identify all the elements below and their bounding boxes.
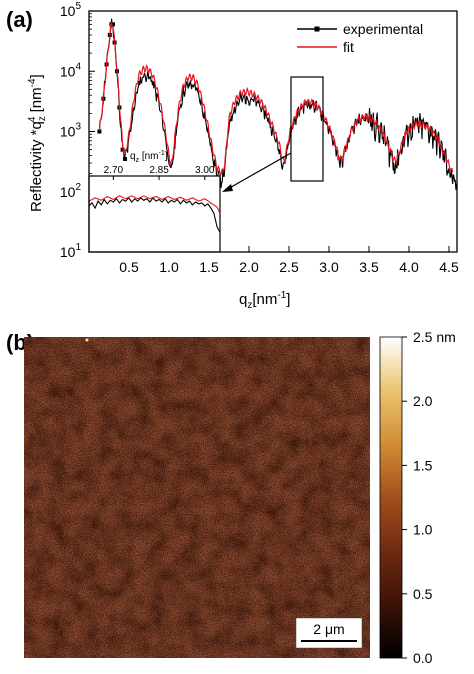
- inset-series-experimental: [89, 197, 220, 233]
- y-tick-labels: 101 102 103 104 105: [60, 1, 82, 260]
- plot-frame: [88, 10, 458, 253]
- x-tick-label: 3.5: [359, 259, 379, 275]
- scale-bar-box: [295, 617, 363, 649]
- afm-bright-speck: [85, 338, 89, 342]
- colorbar-tick-label: 2.0: [413, 393, 433, 409]
- colorbar-tick-label: 1.5: [413, 457, 433, 473]
- zoom-region-box: [290, 76, 324, 182]
- colorbar-tick-label: 0.0: [413, 650, 433, 666]
- inset-x-axis-title: qz [nm-1]: [130, 150, 168, 164]
- series-fit: [98, 21, 454, 177]
- x-tick-label: 3.0: [319, 259, 339, 275]
- zoom-arrow: [225, 152, 292, 191]
- data-point: [111, 22, 115, 27]
- y-tick-label: 103: [60, 122, 82, 140]
- x-tick-label: 4.5: [439, 259, 459, 275]
- y-tick-label: 104: [60, 61, 82, 79]
- inset-x-tick-label: 2.70: [104, 165, 124, 176]
- legend-fit-label: fit: [343, 39, 354, 55]
- series-layer: [97, 18, 457, 190]
- reflectivity-chart: 0.5 1.0 1.5 2.0 2.5 3.0 3.5 4.0 4.5 101 102 103 104…: [27, 1, 459, 311]
- legend: experimental fit: [297, 21, 423, 55]
- x-axis-title: qz[nm-1]: [239, 290, 290, 311]
- inset-chart: 2.70 2.85 3.00 qz [nm-1]: [88, 150, 221, 253]
- legend-experimental-marker: [314, 26, 320, 32]
- colorbar-tick-label: 0.5: [413, 586, 433, 602]
- x-tick-label: 1.5: [199, 259, 219, 275]
- zoom-arrow-head: [222, 184, 233, 192]
- data-point: [97, 129, 102, 134]
- scale-bar-label: 2 μm: [313, 621, 344, 637]
- x-tick-label: 4.0: [399, 259, 419, 275]
- colorbar-gradient: [379, 336, 403, 659]
- inset-frame: [88, 175, 221, 253]
- y-tick-label: 102: [60, 182, 82, 200]
- y-axis-title: Reflectivity *qz4 [nm-4]: [27, 74, 48, 212]
- inset-x-tick-label: 3.00: [195, 165, 215, 176]
- colorbar-tick-label: 1.0: [413, 522, 433, 538]
- x-tick-label: 2.0: [239, 259, 259, 275]
- afm-image: [24, 337, 370, 658]
- legend-experimental-label: experimental: [343, 21, 423, 37]
- colorbar-tick-label: 2.5 nm: [413, 329, 456, 345]
- inset-tick-labels: 2.70 2.85 3.00: [104, 165, 215, 180]
- x-tick-label: 2.5: [279, 259, 299, 275]
- afm-height-map: 2 μm: [24, 337, 370, 658]
- inset-x-tick-label: 2.85: [149, 165, 169, 176]
- colorbar: 0.0 0.5 1.0 1.5 2.0 2.5 nm: [379, 329, 456, 666]
- data-point: [123, 156, 127, 161]
- inset-series-fit: [89, 195, 220, 214]
- x-tick-label: 1.0: [159, 259, 179, 275]
- inset-series-layer: [89, 195, 220, 233]
- x-tick-label: 0.5: [119, 259, 139, 275]
- panel-a-label: (a): [6, 7, 33, 32]
- colorbar-tick-labels: 0.0 0.5 1.0 1.5 2.0 2.5 nm: [402, 329, 456, 666]
- y-tick-label: 105: [60, 1, 82, 19]
- x-tick-labels: 0.5 1.0 1.5 2.0 2.5 3.0 3.5 4.0 4.5: [119, 259, 459, 275]
- y-tick-label: 101: [60, 242, 82, 260]
